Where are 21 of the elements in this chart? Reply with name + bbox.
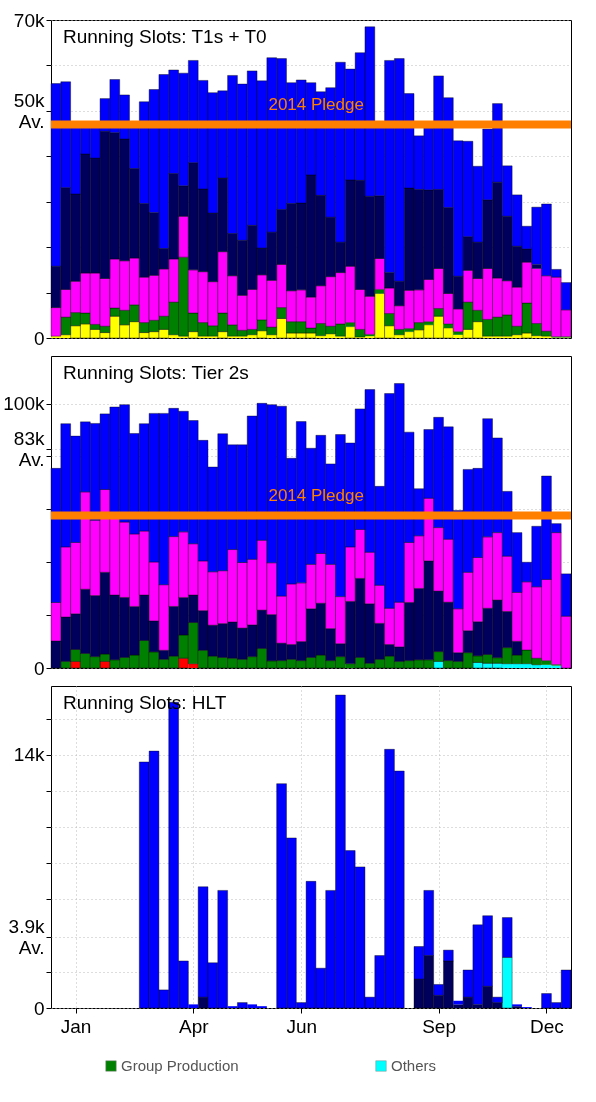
y-tick-label: 0 (33, 997, 45, 1019)
ref-line-label: 2014 Pledge (268, 95, 364, 115)
chart-title: Running Slots: T1s + T0 (63, 26, 267, 47)
y-tick-label: 70k (13, 9, 45, 31)
y-tick-label: 14k (13, 744, 45, 766)
y-tick-label: 100k (3, 393, 45, 415)
y-tick-label: 0 (33, 327, 45, 349)
y-tick-label: 83k Av. (13, 427, 45, 470)
x-tick-label: Sep (422, 1015, 456, 1037)
legend-label: Others (391, 1057, 437, 1074)
x-tick-label: Jun (286, 1015, 318, 1037)
chart-title: Running Slots: HLT (63, 692, 227, 713)
y-tick-label: 0 (33, 657, 45, 679)
x-tick-label: Jan (60, 1015, 92, 1037)
legend-label: Group Production (121, 1057, 239, 1074)
ref-line-label: 2014 Pledge (268, 486, 364, 506)
x-tick-label: Apr (178, 1015, 210, 1037)
y-tick-label: 50k Av. (13, 89, 45, 132)
y-tick-label: 3.9k Av. (8, 916, 45, 959)
chart-title: Running Slots: Tier 2s (63, 362, 249, 383)
x-tick-label: Dec (530, 1015, 564, 1037)
